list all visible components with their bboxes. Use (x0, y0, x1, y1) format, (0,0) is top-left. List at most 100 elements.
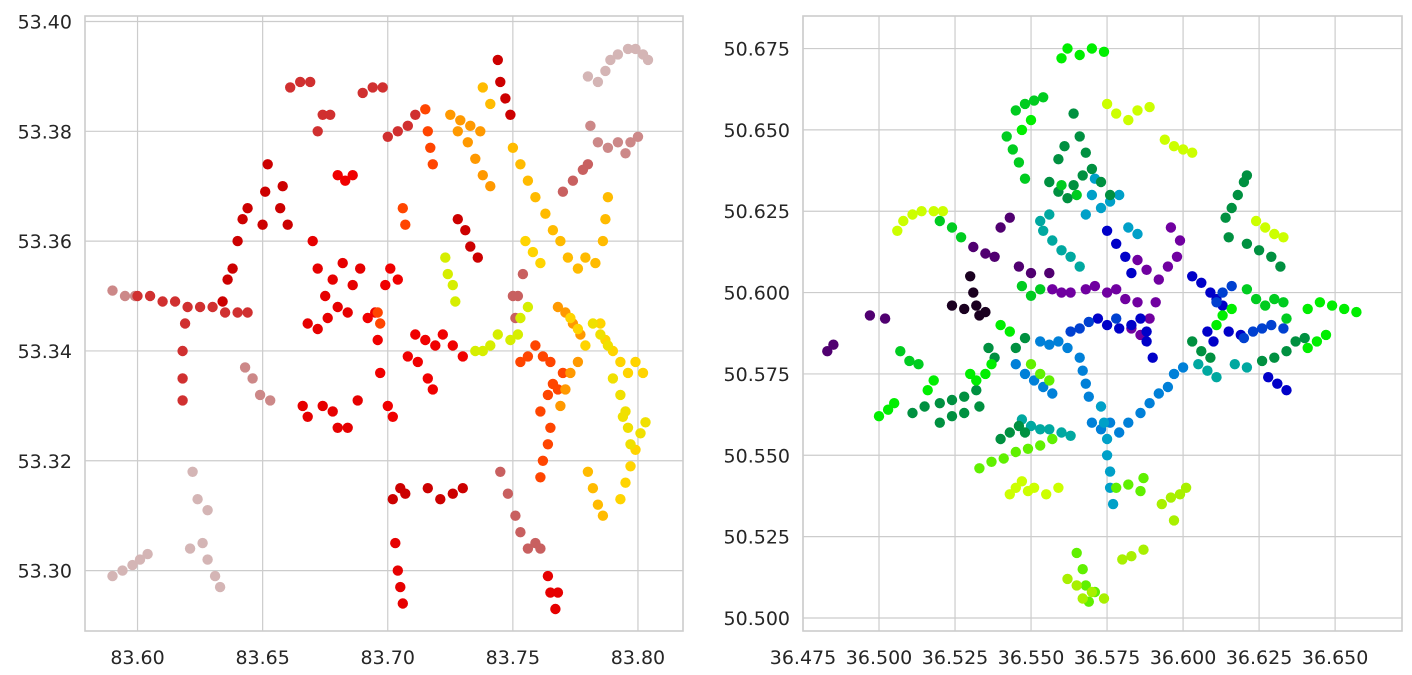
left-point-2-10 (510, 510, 521, 521)
left-point-8-3 (477, 170, 488, 181)
left-point-3-22 (402, 120, 413, 131)
right-point-8-14 (983, 342, 994, 354)
left-point-10-7 (622, 367, 634, 379)
right-y-tick-label-6: 50.650 (724, 120, 790, 142)
left-series-7 (372, 104, 569, 483)
right-x-tick-label-4: 36.575 (1074, 647, 1140, 669)
left-point-3-6 (207, 301, 218, 313)
left-point-0-4 (142, 548, 153, 560)
right-point-9-24 (1281, 313, 1292, 324)
right-point-4-3 (1266, 319, 1277, 331)
right-point-9-8 (1056, 180, 1067, 191)
right-point-10-5 (882, 404, 894, 415)
right-point-13-20 (892, 225, 903, 236)
left-point-8-13 (555, 400, 566, 412)
left-point-5-21 (395, 581, 406, 593)
right-point-1-5 (1013, 261, 1025, 272)
right-point-5-23 (1177, 362, 1189, 373)
left-point-10-0 (520, 235, 531, 247)
left-point-3-26 (305, 76, 316, 88)
right-point-9-16 (895, 346, 906, 357)
left-point-5-17 (342, 422, 353, 433)
left-point-4-7 (260, 186, 271, 197)
right-series-5 (1010, 336, 1189, 438)
right-point-9-0 (1010, 105, 1021, 116)
right-point-10-19 (1314, 297, 1326, 308)
right-point-7-12 (1047, 235, 1058, 246)
left-point-11-4 (625, 439, 636, 450)
left-point-3-2 (157, 296, 168, 307)
left-point-11-7 (640, 417, 651, 428)
right-point-11-7 (1022, 443, 1034, 454)
left-point-6-10 (412, 356, 423, 368)
left-point-4-6 (257, 219, 268, 230)
left-point-5-15 (327, 406, 338, 417)
left-point-12-6 (485, 340, 496, 351)
right-point-5-16 (1114, 427, 1125, 438)
left-point-0-15 (600, 65, 611, 77)
right-point-10-1 (971, 375, 982, 386)
right-point-3-9 (1141, 326, 1152, 337)
left-point-4-0 (227, 263, 238, 274)
right-point-2-6 (1111, 284, 1122, 295)
right-x-tick-label-5: 36.600 (1150, 647, 1216, 669)
right-point-5-17 (1123, 417, 1134, 428)
right-point-9-7 (1019, 173, 1031, 184)
left-point-7-2 (425, 142, 436, 153)
right-point-6-3 (1101, 450, 1113, 461)
right-point-7-5 (1065, 430, 1076, 441)
left-point-6-18 (392, 274, 403, 285)
right-point-3-19 (1263, 372, 1274, 383)
right-point-0-5 (959, 303, 970, 315)
right-point-6-2 (1101, 433, 1113, 445)
right-point-12-0 (1062, 573, 1073, 585)
right-point-11-15 (1111, 482, 1122, 493)
left-point-4-21 (435, 494, 446, 505)
right-point-6-7 (1080, 209, 1092, 220)
left-point-6-12 (427, 384, 438, 395)
right-point-2-9 (1144, 313, 1155, 324)
left-point-6-19 (362, 312, 373, 324)
right-point-3-10 (1187, 271, 1198, 282)
right-point-0-6 (946, 300, 958, 311)
left-point-8-1 (462, 137, 473, 148)
right-point-9-20 (1250, 293, 1262, 305)
left-point-7-11 (535, 472, 546, 483)
right-point-9-21 (1260, 300, 1271, 311)
left-point-6-3 (410, 329, 421, 340)
right-point-3-18 (1208, 336, 1219, 347)
right-point-5-5 (1035, 336, 1046, 347)
left-point-12-3 (450, 296, 461, 307)
right-point-8-4 (907, 407, 918, 419)
left-point-9-1 (485, 98, 496, 110)
left-point-12-7 (492, 329, 503, 340)
left-point-11-0 (607, 373, 619, 384)
left-point-0-9 (197, 537, 208, 549)
right-point-5-6 (1044, 339, 1055, 350)
left-point-7-8 (535, 406, 546, 417)
left-point-4-12 (452, 214, 463, 225)
right-point-9-17 (904, 355, 915, 367)
left-point-5-22 (397, 598, 408, 609)
right-point-8-13 (974, 401, 985, 412)
left-point-5-3 (332, 301, 343, 313)
left-point-11-9 (595, 329, 606, 340)
left-point-3-20 (382, 131, 393, 142)
right-point-8-35 (1241, 170, 1253, 181)
left-point-3-9 (242, 307, 253, 318)
left-point-0-0 (107, 570, 118, 582)
right-point-8-6 (934, 398, 945, 409)
left-point-3-19 (377, 82, 388, 93)
right-point-12-12 (1168, 515, 1180, 526)
left-point-1-7 (585, 120, 596, 131)
left-point-5-11 (355, 263, 366, 274)
right-point-5-0 (1010, 359, 1021, 370)
left-point-5-9 (337, 257, 348, 269)
left-point-3-14 (312, 126, 323, 137)
right-point-10-20 (1326, 300, 1338, 311)
left-point-1-12 (625, 137, 636, 148)
left-point-7-4 (397, 203, 408, 214)
right-x-tick-label-3: 36.550 (998, 647, 1064, 669)
right-point-12-6 (1126, 551, 1137, 562)
left-point-3-3 (169, 296, 181, 307)
